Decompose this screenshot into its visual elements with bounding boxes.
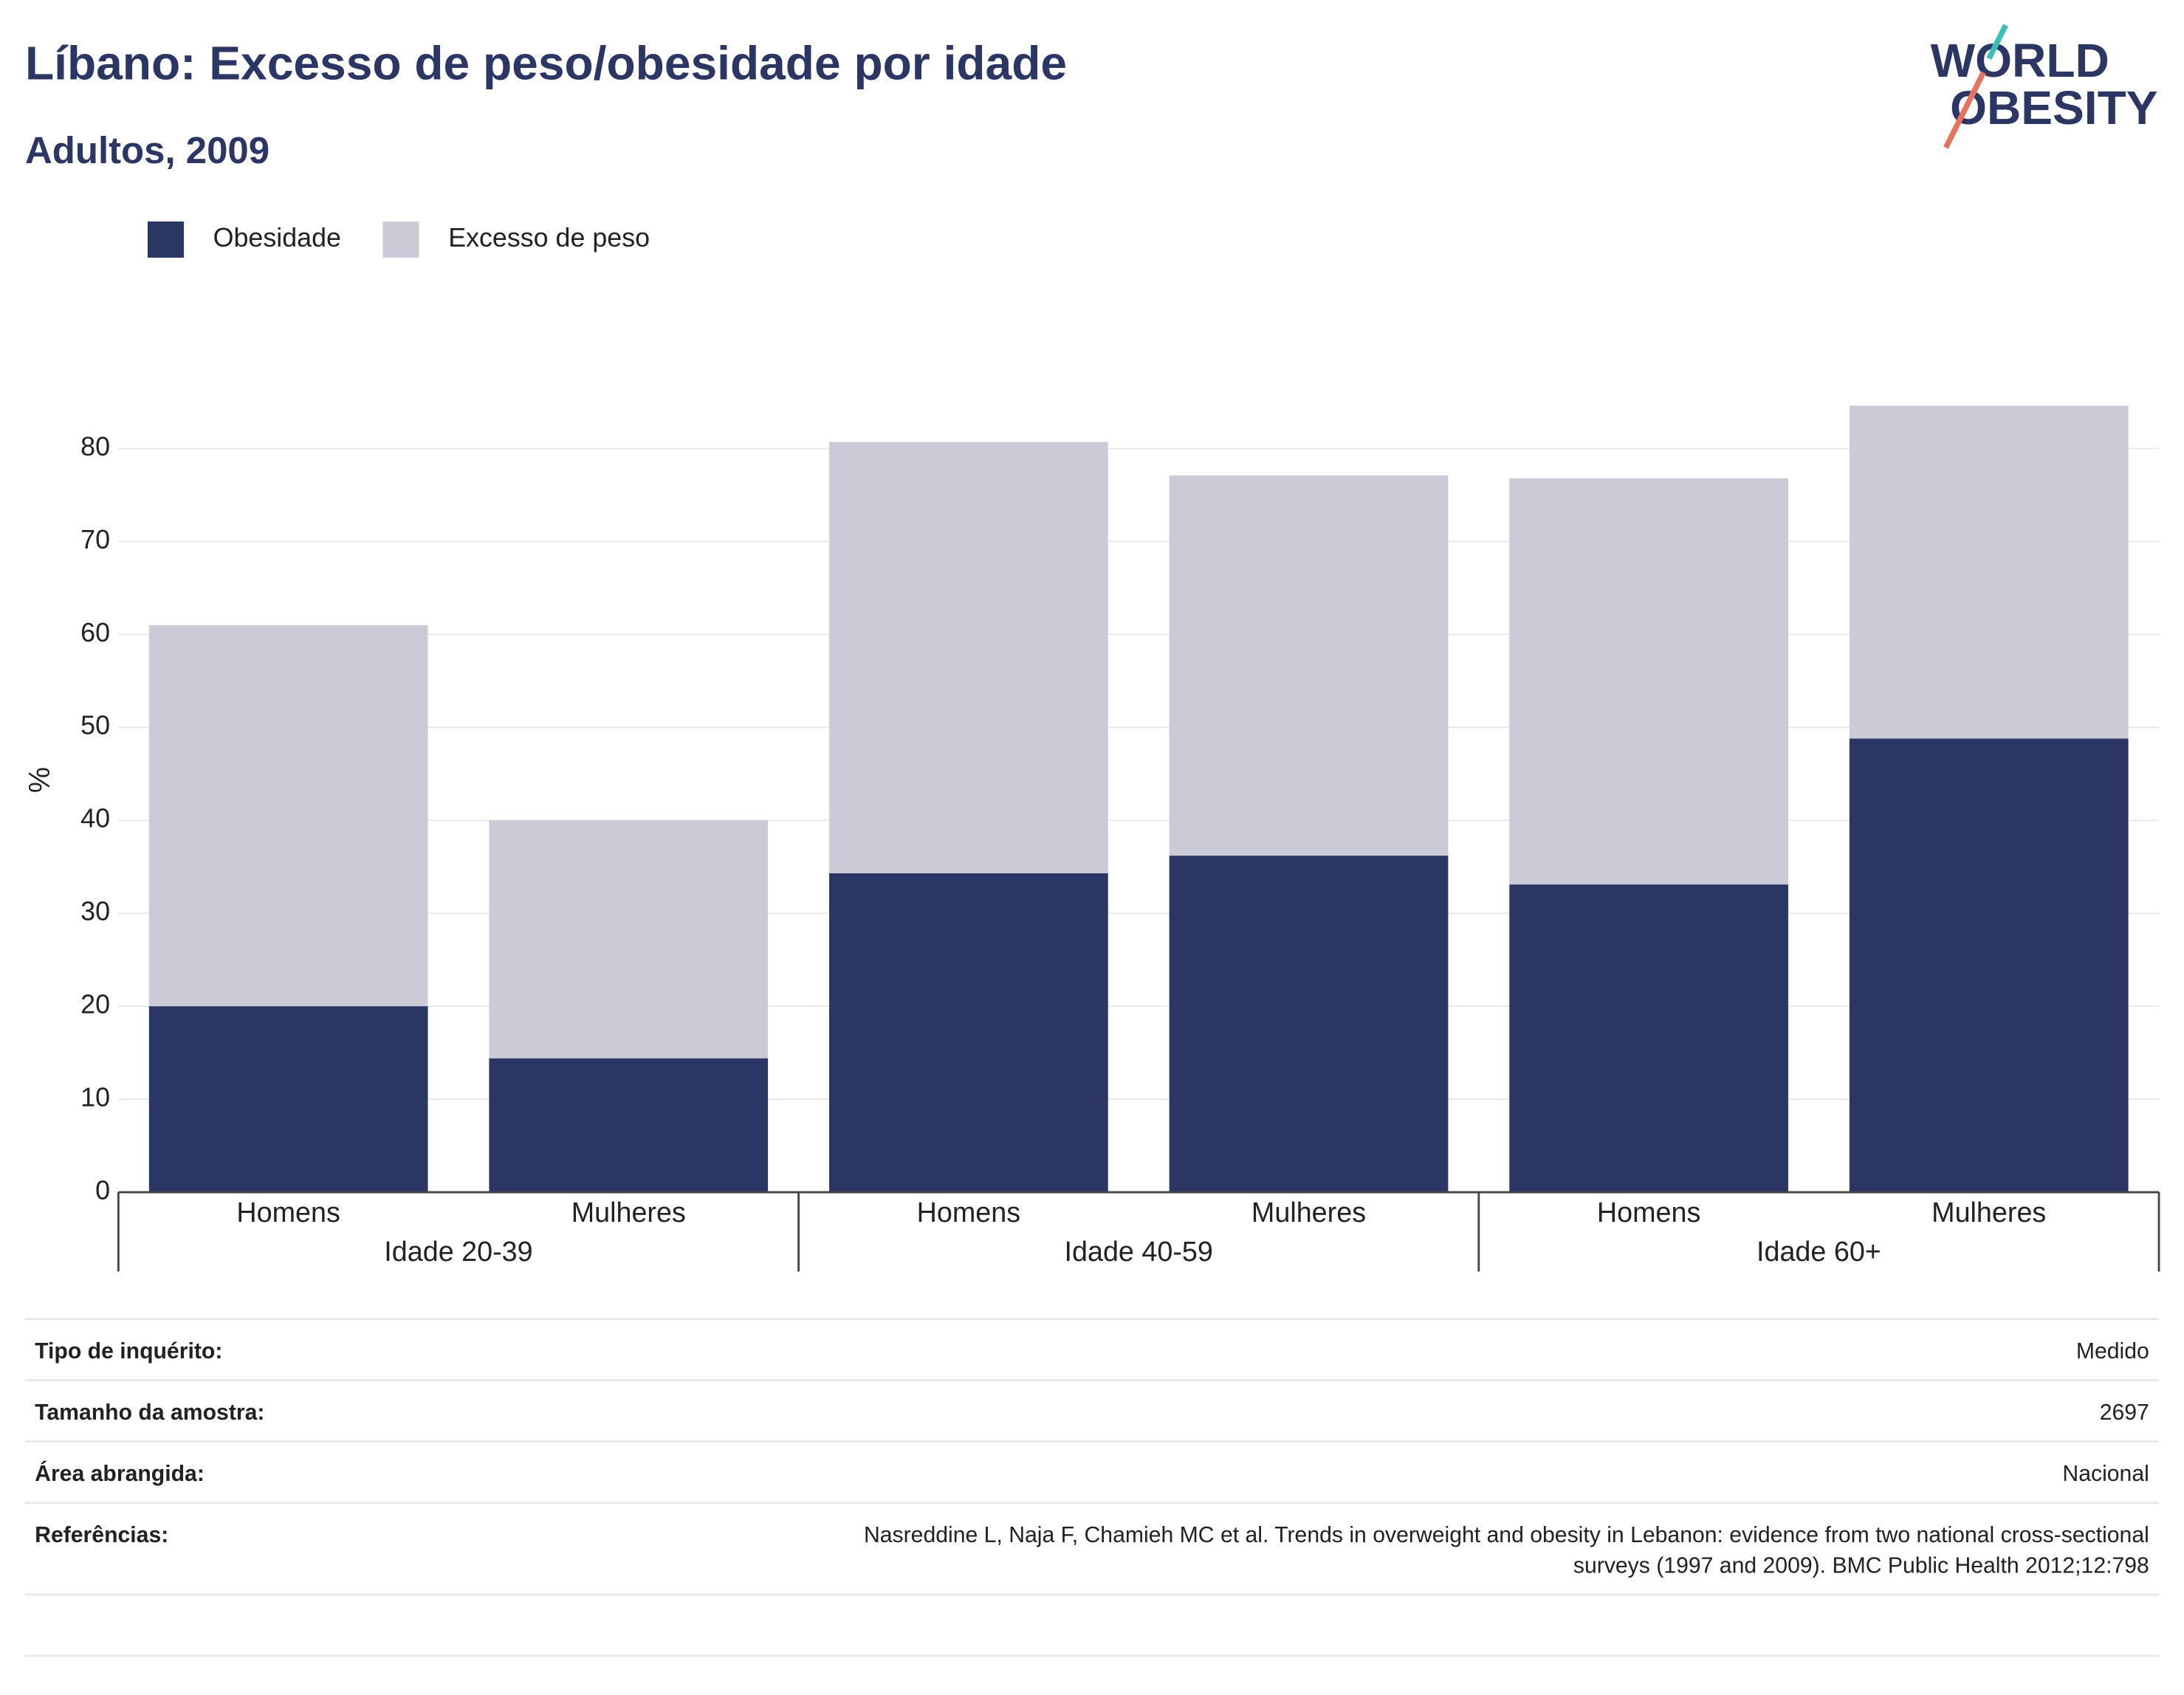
y-tick-label: 20 (80, 990, 110, 1020)
legend-label: Excesso de peso (448, 223, 650, 252)
row-value: surveys (1997 and 2009). BMC Public Heal… (1573, 1553, 2149, 1578)
y-tick-label: 50 (80, 711, 110, 740)
bar (489, 1058, 769, 1192)
bar (1169, 856, 1449, 1192)
logo-text: WORLD (1931, 34, 2109, 87)
y-tick-label: 0 (95, 1175, 110, 1205)
bar (829, 873, 1108, 1192)
group-label: Idade 20-39 (384, 1236, 532, 1267)
bar (1509, 884, 1788, 1192)
legend-swatch (382, 221, 419, 258)
row-label: Referências: (35, 1523, 168, 1547)
group-label: Idade 40-59 (1065, 1236, 1213, 1267)
x-tick-label: Homens (917, 1197, 1020, 1228)
bar (829, 441, 1108, 873)
bar (148, 625, 428, 1007)
x-tick-label: Mulheres (571, 1197, 686, 1228)
y-tick-label: 70 (80, 525, 110, 554)
logo-stroke (1943, 71, 1986, 149)
y-tick-label: 30 (80, 897, 110, 926)
y-tick-label: 40 (80, 804, 110, 833)
group-label: Idade 60+ (1757, 1236, 1881, 1267)
bar (1509, 478, 1788, 885)
bar (1849, 738, 2129, 1192)
row-label: Tipo de inquérito: (35, 1339, 222, 1364)
bar (489, 820, 769, 1059)
row-label: Tamanho da amostra: (35, 1400, 264, 1425)
row-value: 2697 (2100, 1400, 2149, 1425)
logo-stroke (1986, 24, 2008, 60)
x-tick-label: Homens (236, 1197, 340, 1228)
y-tick-label: 10 (80, 1082, 110, 1112)
x-tick-label: Mulheres (1931, 1197, 2046, 1228)
y-axis-label: % (24, 767, 56, 793)
bar (1849, 405, 2129, 739)
y-tick-label: 80 (80, 432, 110, 461)
x-tick-label: Mulheres (1251, 1197, 1366, 1228)
row-label: Área abrangida: (35, 1461, 205, 1486)
y-tick-label: 60 (80, 618, 110, 647)
logo-text: OBESITY (1950, 81, 2157, 134)
row-value: Nasreddine L, Naja F, Chamieh MC et al. … (864, 1523, 2149, 1547)
row-value: Nacional (2062, 1462, 2149, 1486)
legend-swatch (147, 221, 185, 258)
row-value: Medido (2076, 1339, 2149, 1364)
x-tick-label: Homens (1597, 1197, 1700, 1228)
chart-title: Líbano: Excesso de peso/obesidade por id… (25, 37, 1067, 90)
bar (1169, 475, 1449, 856)
bar (148, 1006, 428, 1192)
legend-label: Obesidade (213, 223, 341, 252)
chart-subtitle: Adultos, 2009 (25, 129, 269, 171)
